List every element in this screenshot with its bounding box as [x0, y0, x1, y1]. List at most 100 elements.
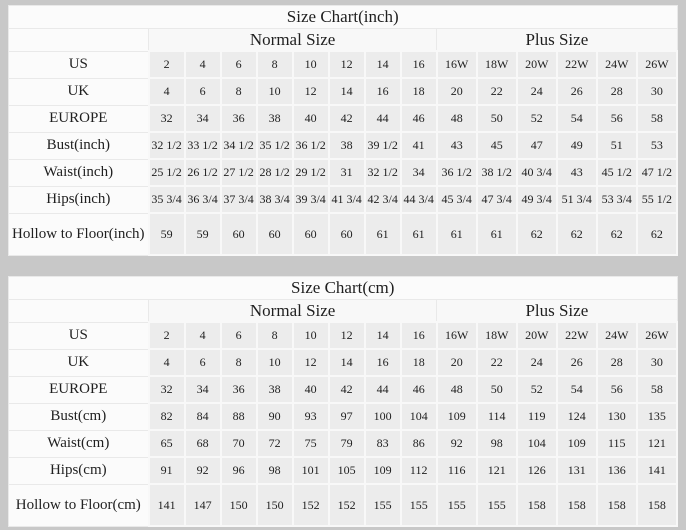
size-value-cell: 45 — [475, 131, 518, 160]
size-value-cell: 61 — [399, 212, 438, 256]
row-label: Hips(inch) — [7, 185, 150, 214]
size-value-cell: 37 3/4 — [219, 185, 258, 214]
size-value-cell: 32 — [147, 375, 186, 404]
size-value-cell: 152 — [291, 483, 330, 527]
size-value-cell: 84 — [183, 402, 222, 431]
size-value-cell: 136 — [595, 456, 638, 485]
table-row: Hollow to Floor(cm) 141 147 150 150 152 152 155… — [7, 483, 679, 527]
size-value-cell: 27 1/2 — [219, 158, 258, 187]
size-value-cell: 158 — [595, 483, 638, 527]
row-label: Bust(cm) — [7, 402, 150, 431]
size-value-cell: 93 — [291, 402, 330, 431]
size-value-cell: 155 — [363, 483, 402, 527]
size-value-cell: 158 — [515, 483, 558, 527]
size-value-cell: 48 — [435, 375, 478, 404]
size-value-cell: 28 — [595, 77, 638, 106]
size-value-cell: 47 1/2 — [635, 158, 679, 187]
size-value-cell: 49 — [555, 131, 598, 160]
size-value-cell: 26 — [555, 77, 598, 106]
size-value-cell: 109 — [363, 456, 402, 485]
size-value-cell: 147 — [183, 483, 222, 527]
size-value-cell: 12 — [327, 321, 366, 350]
size-value-cell: 26 — [555, 348, 598, 377]
size-value-cell: 45 3/4 — [435, 185, 478, 214]
size-value-cell: 68 — [183, 429, 222, 458]
size-value-cell: 18W — [475, 50, 518, 79]
size-value-cell: 104 — [399, 402, 438, 431]
size-value-cell: 32 1/2 — [147, 131, 186, 160]
column-group-header: Normal Size — [148, 299, 438, 323]
table-row: Bust(cm) 82 84 88 90 93 97 100 104 109 114 119 124 13… — [7, 402, 679, 431]
size-value-cell: 55 1/2 — [635, 185, 679, 214]
size-value-cell: 36 3/4 — [183, 185, 222, 214]
size-value-cell: 10 — [291, 50, 330, 79]
size-value-cell: 8 — [219, 77, 258, 106]
size-value-cell: 38 1/2 — [475, 158, 518, 187]
size-value-cell: 18 — [399, 348, 438, 377]
size-value-cell: 40 3/4 — [515, 158, 558, 187]
size-value-cell: 114 — [475, 402, 518, 431]
size-value-cell: 16 — [399, 321, 438, 350]
size-value-cell: 16W — [435, 321, 478, 350]
size-value-cell: 50 — [475, 375, 518, 404]
size-value-cell: 60 — [219, 212, 258, 256]
size-value-cell: 56 — [595, 375, 638, 404]
size-value-cell: 42 — [327, 375, 366, 404]
size-value-cell: 14 — [363, 321, 402, 350]
size-value-cell: 29 1/2 — [291, 158, 330, 187]
size-value-cell: 22W — [555, 321, 598, 350]
size-value-cell: 60 — [327, 212, 366, 256]
size-value-cell: 58 — [635, 375, 679, 404]
size-value-cell: 38 — [255, 104, 294, 133]
size-value-cell: 10 — [255, 77, 294, 106]
chart-title: Size Chart(cm) — [8, 276, 678, 300]
size-value-cell: 124 — [555, 402, 598, 431]
size-value-cell: 51 — [595, 131, 638, 160]
size-value-cell: 61 — [475, 212, 518, 256]
size-value-cell: 12 — [327, 50, 366, 79]
size-value-cell: 53 3/4 — [595, 185, 638, 214]
size-value-cell: 34 — [183, 375, 222, 404]
size-value-cell: 79 — [327, 429, 366, 458]
table-row: Waist(cm) 65 68 70 72 75 79 83 86 92 98 104 109 115 12… — [7, 429, 679, 458]
size-value-cell: 36 1/2 — [291, 131, 330, 160]
size-value-cell: 6 — [219, 321, 258, 350]
size-value-cell: 12 — [291, 348, 330, 377]
size-value-cell: 34 — [183, 104, 222, 133]
size-value-cell: 25 1/2 — [147, 158, 186, 187]
size-value-cell: 18W — [475, 321, 518, 350]
size-chart-inch-table: Size Chart(inch) Normal Size Plus Size US 2 4… — [7, 5, 679, 256]
size-value-cell: 75 — [291, 429, 330, 458]
size-value-cell: 4 — [183, 321, 222, 350]
size-value-cell: 86 — [399, 429, 438, 458]
size-value-cell: 26 1/2 — [183, 158, 222, 187]
size-value-cell: 6 — [183, 348, 222, 377]
row-label: US — [7, 50, 150, 79]
size-value-cell: 97 — [327, 402, 366, 431]
size-value-cell: 135 — [635, 402, 679, 431]
size-value-cell: 4 — [147, 348, 186, 377]
size-value-cell: 34 1/2 — [219, 131, 258, 160]
size-value-cell: 4 — [183, 50, 222, 79]
table-row: US 2 4 6 8 10 12 14 16 16W 18W 20W 22W 24W 26W — [7, 50, 679, 79]
size-value-cell: 36 1/2 — [435, 158, 478, 187]
table-row: Hips(inch) 35 3/4 36 3/4 37 3/4 38 3/4 39 3/4… — [7, 185, 679, 214]
size-value-cell: 158 — [555, 483, 598, 527]
corner-cell — [7, 28, 150, 52]
size-value-cell: 150 — [219, 483, 258, 527]
size-value-cell: 46 — [399, 104, 438, 133]
size-value-cell: 54 — [555, 375, 598, 404]
size-value-cell: 20 — [435, 348, 478, 377]
size-value-cell: 20W — [515, 50, 558, 79]
size-value-cell: 6 — [183, 77, 222, 106]
size-value-cell: 105 — [327, 456, 366, 485]
size-value-cell: 4 — [147, 77, 186, 106]
size-value-cell: 150 — [255, 483, 294, 527]
size-value-cell: 18 — [399, 77, 438, 106]
size-value-cell: 62 — [635, 212, 679, 256]
size-value-cell: 72 — [255, 429, 294, 458]
size-value-cell: 26W — [635, 50, 679, 79]
size-value-cell: 61 — [363, 212, 402, 256]
size-value-cell: 155 — [399, 483, 438, 527]
size-value-cell: 43 — [555, 158, 598, 187]
